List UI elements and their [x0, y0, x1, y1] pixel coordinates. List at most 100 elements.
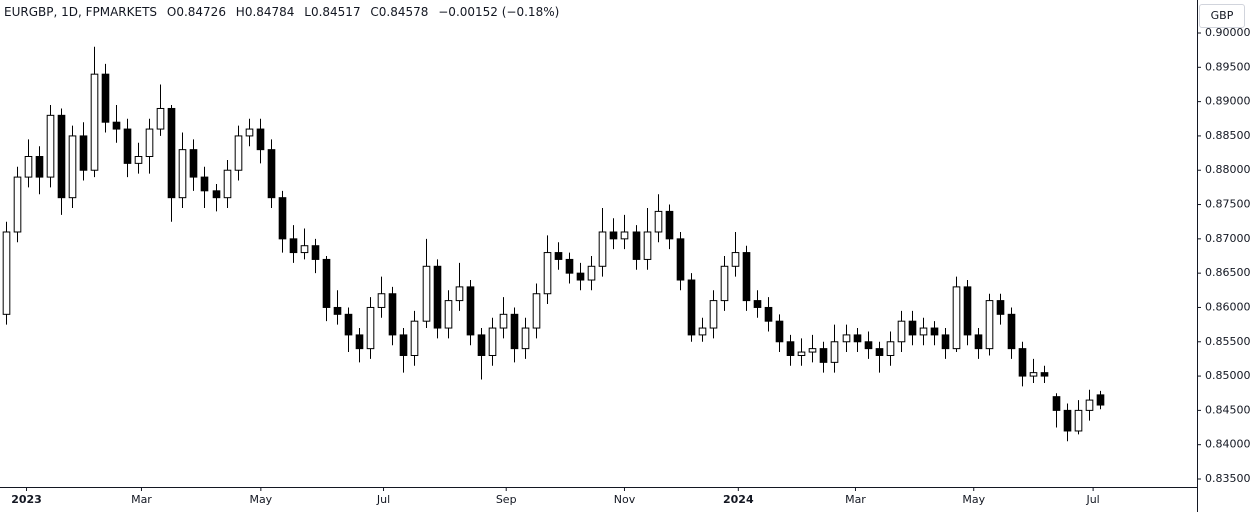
candle-body [101, 73, 110, 123]
candle-body [245, 128, 254, 137]
x-tick-label: May [962, 493, 985, 506]
ohlc-field: O0.84726 [167, 5, 226, 19]
candle-body [853, 334, 862, 343]
candle-body [996, 300, 1005, 315]
field-value: 0.84517 [310, 5, 361, 19]
y-tick-label: 0.84000 [1205, 438, 1251, 451]
candle-body [289, 238, 298, 254]
field-label: O [166, 5, 177, 19]
candle-body [455, 286, 464, 302]
x-tick-label: Mar [131, 493, 152, 506]
y-tick-label: 0.83500 [1205, 472, 1251, 485]
candle-body [422, 265, 431, 322]
x-tick-label: Nov [614, 493, 636, 506]
candle-body [753, 300, 762, 308]
candle-body [1007, 313, 1016, 350]
candle-body [576, 272, 585, 281]
candle-body [46, 114, 55, 178]
candle-body [676, 238, 685, 281]
candle-body [919, 327, 928, 336]
candle-body [598, 231, 607, 267]
candle-body [488, 327, 497, 356]
candle-body [720, 265, 729, 302]
candle-body [1018, 348, 1027, 377]
candle-body [57, 114, 66, 199]
candle-body [35, 156, 44, 178]
candle-body [311, 245, 320, 260]
y-tick-label: 0.89000 [1205, 95, 1251, 108]
candle-body [134, 156, 143, 164]
candle-body [344, 313, 353, 336]
candle-body [842, 334, 851, 343]
candle-body [79, 135, 88, 171]
candle-body [1063, 409, 1072, 432]
candle-body [775, 320, 784, 343]
candle-body [189, 149, 198, 178]
candle-body [521, 327, 530, 350]
candle-body [433, 265, 442, 329]
candle-body [322, 258, 331, 308]
x-tick-label: Jul [376, 493, 390, 506]
candle-body [366, 306, 375, 350]
candle-body [609, 231, 618, 240]
candle-body [687, 279, 696, 336]
candle-body [819, 348, 828, 363]
candle-body [466, 286, 475, 336]
candle-body [930, 327, 939, 336]
candle-body [123, 128, 132, 164]
candle-body [941, 334, 950, 350]
change: −0.00152 (−0.18%) [438, 5, 560, 19]
candle-body [1052, 396, 1061, 411]
field-label: C [370, 5, 379, 19]
candle-body [830, 341, 839, 363]
candle-body [388, 293, 397, 336]
candle-body [963, 286, 972, 336]
y-tick-label: 0.86000 [1205, 300, 1251, 313]
candle-body [698, 327, 707, 336]
candle-body [952, 286, 961, 350]
candle-body [300, 245, 309, 254]
x-tick-label: Mar [845, 493, 866, 506]
candle-body [864, 341, 873, 350]
candle-body [886, 341, 895, 356]
x-tick-label: May [249, 493, 272, 506]
candle-body [1074, 409, 1083, 432]
y-tick-label: 0.85500 [1205, 335, 1251, 348]
candle-body [112, 121, 121, 130]
x-tick-label: Jul [1085, 493, 1099, 506]
candle-body [13, 176, 22, 233]
candle-body [731, 252, 740, 267]
candle-body [212, 190, 221, 199]
y-tick-label: 0.88000 [1205, 163, 1251, 176]
candle-body [1085, 399, 1094, 411]
y-tick-label: 0.87500 [1205, 198, 1251, 211]
candle-body [565, 258, 574, 274]
candle-body [543, 252, 552, 295]
field-label: L [304, 5, 311, 19]
candle-body [620, 231, 629, 240]
candle-body [477, 334, 486, 356]
candle-body [223, 169, 232, 199]
candle-body [399, 334, 408, 356]
field-value: 0.84578 [378, 5, 429, 19]
candle-body [654, 210, 663, 233]
candle-body [587, 265, 596, 281]
candle-body [145, 128, 154, 158]
y-tick-label: 0.88500 [1205, 129, 1251, 142]
candle-body [665, 210, 674, 240]
candle-body [444, 300, 453, 329]
candle-body [24, 156, 33, 178]
candle-body [532, 293, 541, 329]
ohlc-field: H0.84784 [236, 5, 295, 19]
y-tick-label: 0.84500 [1205, 403, 1251, 416]
legend-header: EURGBP, 1D, FPMARKETS O0.84726 H0.84784 … [4, 5, 565, 19]
candle-body [499, 313, 508, 329]
candle-body [897, 320, 906, 343]
y-tick-label: 0.87000 [1205, 232, 1251, 245]
candle-body [410, 320, 419, 356]
candle-body [797, 351, 806, 356]
currency-button[interactable]: GBP [1199, 4, 1245, 28]
y-tick-label: 0.86500 [1205, 266, 1251, 279]
